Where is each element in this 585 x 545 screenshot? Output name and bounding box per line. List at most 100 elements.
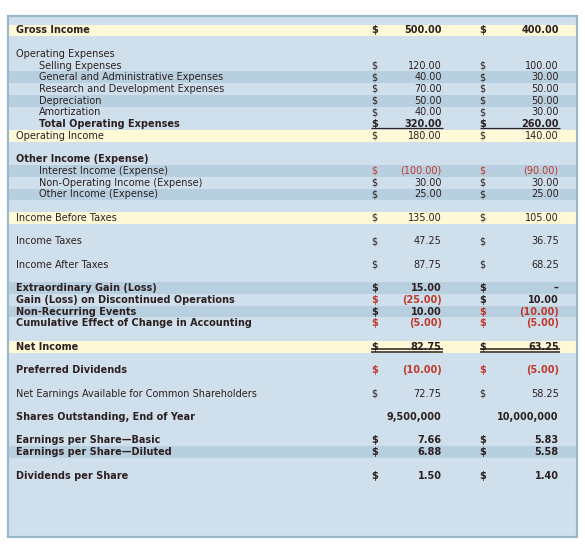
Text: $: $ <box>480 166 486 176</box>
Bar <box>9 353 576 364</box>
Text: $: $ <box>480 84 486 94</box>
Text: 9,500,000: 9,500,000 <box>387 412 442 422</box>
Text: $: $ <box>371 60 377 70</box>
Bar <box>9 142 576 153</box>
Text: Operating Income: Operating Income <box>16 131 104 141</box>
Text: Extraordinary Gain (Loss): Extraordinary Gain (Loss) <box>16 283 157 293</box>
Text: $: $ <box>371 447 378 457</box>
Text: $: $ <box>371 119 378 129</box>
Bar <box>9 130 576 142</box>
Bar <box>9 59 576 71</box>
Text: $: $ <box>480 471 487 481</box>
Bar <box>9 25 576 36</box>
Text: $: $ <box>480 283 487 293</box>
Text: Other Income (Expense): Other Income (Expense) <box>16 154 149 164</box>
Text: $: $ <box>371 237 377 246</box>
Text: Earnings per Share—Diluted: Earnings per Share—Diluted <box>16 447 172 457</box>
Text: Selling Expenses: Selling Expenses <box>39 60 121 70</box>
Text: 68.25: 68.25 <box>531 260 559 270</box>
Text: 63.25: 63.25 <box>528 342 559 352</box>
Text: $: $ <box>480 260 486 270</box>
Text: $: $ <box>480 190 486 199</box>
Bar <box>9 458 576 470</box>
Text: 72.75: 72.75 <box>414 389 442 398</box>
Text: 82.75: 82.75 <box>411 342 442 352</box>
Text: 15.00: 15.00 <box>411 283 442 293</box>
Text: $: $ <box>480 295 487 305</box>
Text: Depreciation: Depreciation <box>39 96 101 106</box>
Text: 40.00: 40.00 <box>414 107 442 117</box>
Bar <box>9 411 576 423</box>
Text: 500.00: 500.00 <box>404 26 442 35</box>
Text: $: $ <box>371 84 377 94</box>
Text: $: $ <box>371 96 377 106</box>
Text: 50.00: 50.00 <box>531 96 559 106</box>
Text: –: – <box>554 283 559 293</box>
Text: $: $ <box>480 307 487 317</box>
Text: $: $ <box>480 131 486 141</box>
Text: Amortization: Amortization <box>39 107 101 117</box>
Text: 105.00: 105.00 <box>525 213 559 223</box>
Text: Dividends per Share: Dividends per Share <box>16 471 129 481</box>
Text: 6.88: 6.88 <box>418 447 442 457</box>
Bar <box>9 95 576 107</box>
Text: Preferred Dividends: Preferred Dividends <box>16 365 128 375</box>
Text: 260.00: 260.00 <box>521 119 559 129</box>
Text: 7.66: 7.66 <box>418 435 442 445</box>
Text: 50.00: 50.00 <box>531 84 559 94</box>
Text: 70.00: 70.00 <box>414 84 442 94</box>
Text: Non-Operating Income (Expense): Non-Operating Income (Expense) <box>39 178 202 187</box>
Text: 30.00: 30.00 <box>531 178 559 187</box>
Text: $: $ <box>480 178 486 187</box>
Text: $: $ <box>480 389 486 398</box>
Text: Gain (Loss) on Discontinued Operations: Gain (Loss) on Discontinued Operations <box>16 295 235 305</box>
Bar <box>9 177 576 189</box>
Text: 10,000,000: 10,000,000 <box>497 412 559 422</box>
Bar <box>9 212 576 223</box>
Text: 1.50: 1.50 <box>418 471 442 481</box>
Text: $: $ <box>480 213 486 223</box>
Text: $: $ <box>371 365 378 375</box>
Text: 30.00: 30.00 <box>531 107 559 117</box>
Text: $: $ <box>480 318 487 328</box>
Text: $: $ <box>371 26 378 35</box>
Text: General and Administrative Expenses: General and Administrative Expenses <box>39 72 223 82</box>
Text: Research and Development Expenses: Research and Development Expenses <box>39 84 224 94</box>
Text: Cumulative Effect of Change in Accounting: Cumulative Effect of Change in Accountin… <box>16 318 252 328</box>
Text: $: $ <box>371 318 378 328</box>
Text: 58.25: 58.25 <box>531 389 559 398</box>
Text: Earnings per Share—Basic: Earnings per Share—Basic <box>16 435 161 445</box>
Bar <box>9 470 576 482</box>
Text: $: $ <box>371 260 377 270</box>
Bar <box>9 294 576 306</box>
Text: 87.75: 87.75 <box>414 260 442 270</box>
Text: $: $ <box>371 295 378 305</box>
Text: 10.00: 10.00 <box>411 307 442 317</box>
Bar <box>9 247 576 259</box>
Text: $: $ <box>480 342 487 352</box>
Text: $: $ <box>480 107 486 117</box>
Text: Income After Taxes: Income After Taxes <box>16 260 109 270</box>
Bar <box>9 224 576 235</box>
Bar <box>9 317 576 329</box>
Text: $: $ <box>480 119 487 129</box>
Text: $: $ <box>480 237 486 246</box>
Text: Net Earnings Available for Common Shareholders: Net Earnings Available for Common Shareh… <box>16 389 257 398</box>
Text: 400.00: 400.00 <box>521 26 559 35</box>
Text: 100.00: 100.00 <box>525 60 559 70</box>
Bar <box>9 154 576 165</box>
Bar <box>9 259 576 270</box>
Text: $: $ <box>371 178 377 187</box>
Text: 30.00: 30.00 <box>414 178 442 187</box>
Text: $: $ <box>371 190 377 199</box>
Text: 120.00: 120.00 <box>408 60 442 70</box>
Bar <box>9 71 576 83</box>
Text: (5.00): (5.00) <box>526 365 559 375</box>
Bar <box>9 235 576 247</box>
Text: 50.00: 50.00 <box>414 96 442 106</box>
Text: (25.00): (25.00) <box>402 295 442 305</box>
Text: (5.00): (5.00) <box>409 318 442 328</box>
Bar <box>9 376 576 388</box>
Bar <box>9 165 576 177</box>
Text: (10.00): (10.00) <box>519 307 559 317</box>
